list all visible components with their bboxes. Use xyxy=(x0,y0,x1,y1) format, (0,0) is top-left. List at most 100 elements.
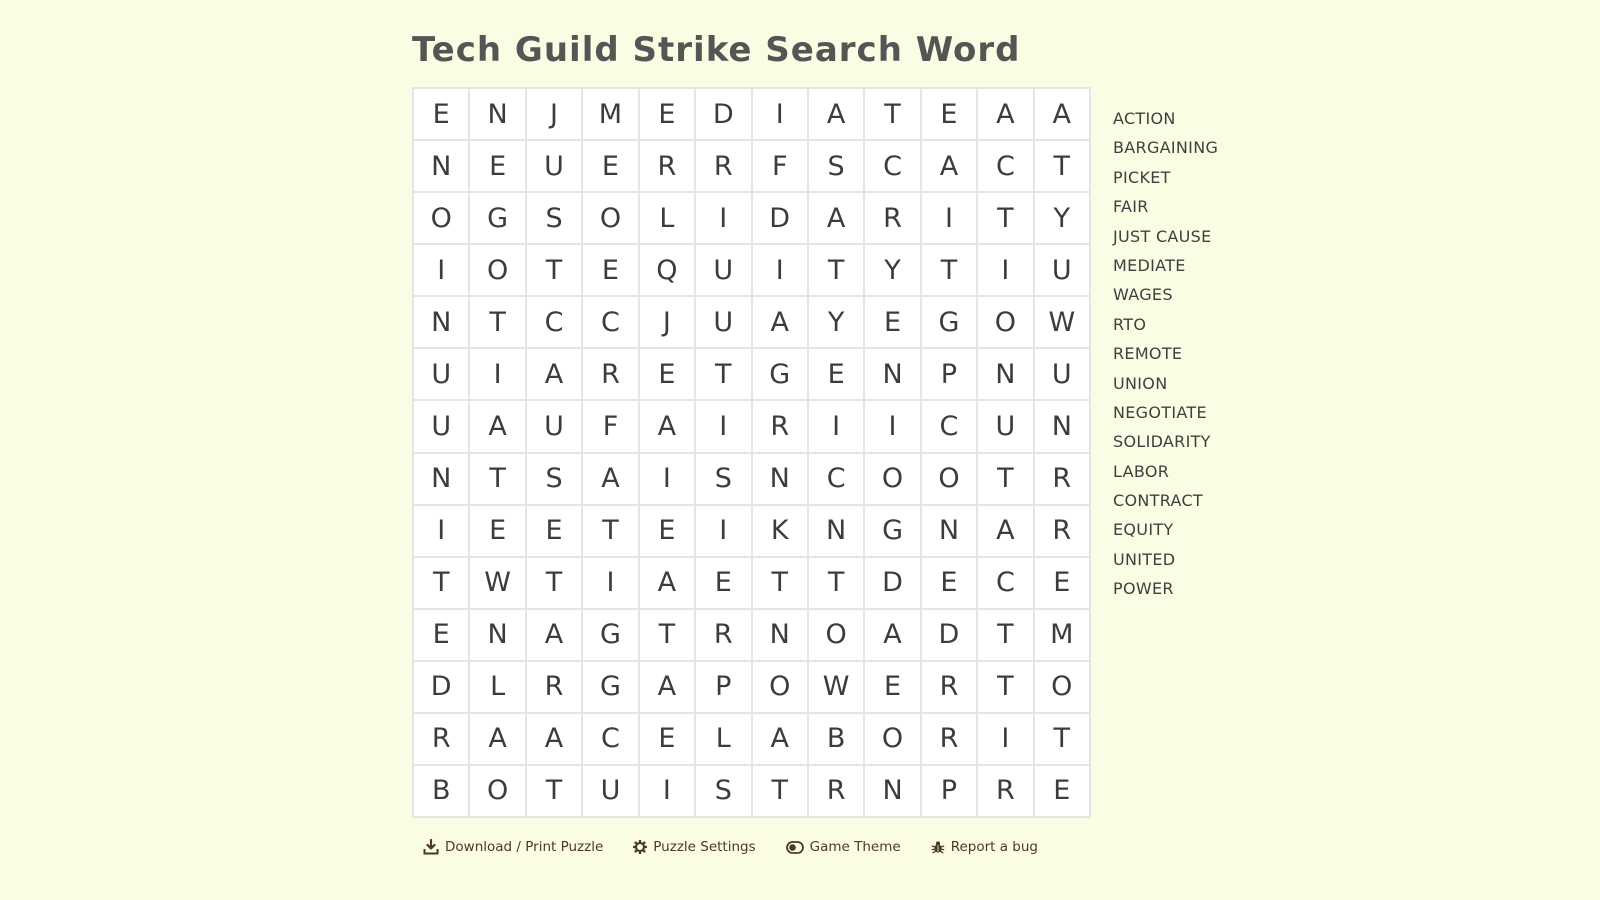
grid-cell[interactable]: C xyxy=(526,297,582,348)
grid-cell[interactable]: S xyxy=(696,453,751,504)
grid-cell[interactable]: J xyxy=(526,89,582,140)
grid-cell[interactable]: T xyxy=(978,609,1033,660)
grid-cell[interactable]: T xyxy=(470,297,525,348)
grid-cell[interactable]: U xyxy=(1034,245,1089,296)
grid-cell[interactable]: S xyxy=(526,193,582,244)
grid-cell[interactable]: G xyxy=(583,661,638,712)
grid-cell[interactable]: E xyxy=(865,297,920,348)
grid-cell[interactable]: P xyxy=(696,661,751,712)
grid-cell[interactable]: E xyxy=(639,505,695,556)
puzzle-settings-button[interactable]: Puzzle Settings xyxy=(633,839,756,855)
grid-cell[interactable]: A xyxy=(470,401,525,452)
grid-cell[interactable]: T xyxy=(978,193,1033,244)
grid-cell[interactable]: C xyxy=(865,141,920,192)
grid-cell[interactable]: Q xyxy=(639,245,695,296)
grid-cell[interactable]: T xyxy=(470,453,525,504)
download-print-button[interactable]: Download / Print Puzzle xyxy=(423,839,603,855)
grid-cell[interactable]: I xyxy=(865,401,920,452)
grid-cell[interactable]: N xyxy=(921,505,977,556)
grid-cell[interactable]: C xyxy=(808,453,864,504)
grid-cell[interactable]: I xyxy=(978,245,1033,296)
grid-cell[interactable]: I xyxy=(978,713,1033,764)
grid-cell[interactable]: I xyxy=(639,765,695,816)
grid-cell[interactable]: L xyxy=(470,661,525,712)
grid-cell[interactable]: A xyxy=(526,713,582,764)
grid-cell[interactable]: P xyxy=(921,765,977,816)
grid-cell[interactable]: A xyxy=(752,297,807,348)
grid-cell[interactable]: T xyxy=(414,557,469,608)
grid-cell[interactable]: C xyxy=(978,141,1033,192)
grid-cell[interactable]: W xyxy=(1034,297,1089,348)
grid-cell[interactable]: O xyxy=(583,193,638,244)
grid-cell[interactable]: I xyxy=(414,245,469,296)
grid-cell[interactable]: A xyxy=(526,609,582,660)
grid-cell[interactable]: E xyxy=(921,89,977,140)
grid-cell[interactable]: E xyxy=(865,661,920,712)
grid-cell[interactable]: R xyxy=(583,349,638,400)
grid-cell[interactable]: G xyxy=(752,349,807,400)
grid-cell[interactable]: R xyxy=(696,141,751,192)
grid-cell[interactable]: O xyxy=(470,765,525,816)
grid-cell[interactable]: I xyxy=(583,557,638,608)
grid-cell[interactable]: U xyxy=(414,401,469,452)
grid-cell[interactable]: Y xyxy=(808,297,864,348)
grid-cell[interactable]: U xyxy=(526,401,582,452)
grid-cell[interactable]: R xyxy=(1034,505,1089,556)
grid-cell[interactable]: I xyxy=(752,245,807,296)
grid-cell[interactable]: R xyxy=(808,765,864,816)
grid-cell[interactable]: A xyxy=(921,141,977,192)
grid-cell[interactable]: L xyxy=(639,193,695,244)
grid-cell[interactable]: U xyxy=(414,349,469,400)
grid-cell[interactable]: O xyxy=(865,453,920,504)
grid-cell[interactable]: R xyxy=(1034,453,1089,504)
grid-cell[interactable]: A xyxy=(639,401,695,452)
grid-cell[interactable]: O xyxy=(414,193,469,244)
grid-cell[interactable]: D xyxy=(696,89,751,140)
grid-cell[interactable]: T xyxy=(1034,141,1089,192)
grid-cell[interactable]: E xyxy=(921,557,977,608)
grid-cell[interactable]: R xyxy=(978,765,1033,816)
grid-cell[interactable]: A xyxy=(978,505,1033,556)
grid-cell[interactable]: N xyxy=(414,141,469,192)
grid-cell[interactable]: B xyxy=(808,713,864,764)
grid-cell[interactable]: I xyxy=(696,505,751,556)
grid-cell[interactable]: I xyxy=(470,349,525,400)
grid-cell[interactable]: C xyxy=(978,557,1033,608)
grid-cell[interactable]: E xyxy=(470,505,525,556)
grid-cell[interactable]: T xyxy=(921,245,977,296)
grid-cell[interactable]: R xyxy=(639,141,695,192)
grid-cell[interactable]: O xyxy=(978,297,1033,348)
grid-cell[interactable]: W xyxy=(808,661,864,712)
grid-cell[interactable]: O xyxy=(470,245,525,296)
grid-cell[interactable]: F xyxy=(583,401,638,452)
grid-cell[interactable]: T xyxy=(978,453,1033,504)
grid-cell[interactable]: E xyxy=(639,713,695,764)
grid-cell[interactable]: T xyxy=(583,505,638,556)
grid-cell[interactable]: N xyxy=(470,609,525,660)
grid-cell[interactable]: T xyxy=(808,245,864,296)
grid-cell[interactable]: N xyxy=(414,453,469,504)
grid-cell[interactable]: T xyxy=(752,765,807,816)
grid-cell[interactable]: R xyxy=(752,401,807,452)
grid-cell[interactable]: W xyxy=(470,557,525,608)
grid-cell[interactable]: T xyxy=(865,89,920,140)
grid-cell[interactable]: U xyxy=(526,141,582,192)
grid-cell[interactable]: R xyxy=(526,661,582,712)
grid-cell[interactable]: A xyxy=(639,557,695,608)
grid-cell[interactable]: N xyxy=(865,349,920,400)
grid-cell[interactable]: C xyxy=(583,713,638,764)
grid-cell[interactable]: N xyxy=(808,505,864,556)
grid-cell[interactable]: A xyxy=(1034,89,1089,140)
grid-cell[interactable]: T xyxy=(526,557,582,608)
grid-cell[interactable]: A xyxy=(752,713,807,764)
grid-cell[interactable]: L xyxy=(696,713,751,764)
grid-cell[interactable]: E xyxy=(470,141,525,192)
grid-cell[interactable]: I xyxy=(921,193,977,244)
grid-cell[interactable]: D xyxy=(865,557,920,608)
grid-cell[interactable]: T xyxy=(808,557,864,608)
grid-cell[interactable]: T xyxy=(526,245,582,296)
grid-cell[interactable]: I xyxy=(752,89,807,140)
grid-cell[interactable]: U xyxy=(583,765,638,816)
grid-cell[interactable]: N xyxy=(752,609,807,660)
grid-cell[interactable]: E xyxy=(1034,557,1089,608)
